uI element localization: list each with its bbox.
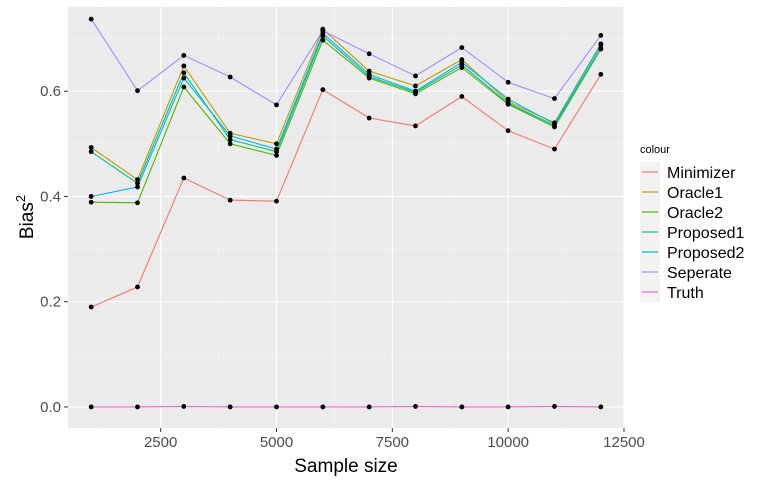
legend-title: colour	[640, 144, 670, 156]
data-point-minimizer	[274, 198, 279, 204]
data-point-oracle2	[320, 37, 326, 43]
data-point-seperate	[413, 73, 418, 79]
data-point-truth	[135, 404, 140, 410]
data-point-seperate	[320, 28, 326, 34]
data-point-minimizer	[227, 197, 233, 203]
data-point-truth	[459, 404, 465, 410]
x-tick-label: 7500	[376, 434, 409, 451]
y-tick-label: 0.0	[40, 399, 61, 416]
data-point-truth	[88, 404, 94, 410]
data-point-seperate	[505, 79, 511, 85]
data-point-proposed2	[88, 194, 94, 199]
x-axis-title: Sample size	[294, 456, 398, 477]
data-point-seperate	[366, 51, 372, 57]
data-point-oracle1	[135, 177, 140, 183]
data-point-proposed1	[227, 137, 233, 143]
series-line-proposed2	[91, 32, 602, 198]
data-point-minimizer	[181, 175, 187, 181]
data-point-oracle1	[181, 63, 187, 69]
data-point-minimizer	[598, 71, 604, 77]
data-point-oracle2	[227, 141, 233, 147]
data-point-proposed2	[135, 184, 140, 190]
data-point-proposed2	[413, 88, 418, 94]
y-tick-label: 0.6	[40, 83, 61, 100]
data-point-truth	[413, 404, 418, 409]
data-point-proposed2	[505, 96, 511, 102]
data-point-minimizer	[413, 123, 418, 129]
data-point-oracle1	[88, 145, 94, 150]
y-axis-title: Bias2	[13, 195, 38, 239]
legend-label-truth: Truth	[667, 285, 704, 302]
y-tick-label: 0.4	[40, 188, 61, 205]
x-tick-label: 12500	[603, 434, 645, 451]
data-point-seperate	[135, 88, 140, 94]
data-point-truth	[227, 404, 233, 410]
data-point-proposed1	[181, 70, 187, 76]
data-point-proposed1	[88, 149, 94, 155]
y-axis-title-text: Bias	[17, 202, 38, 239]
data-point-minimizer	[135, 284, 140, 290]
x-tick-label: 5000	[260, 434, 293, 451]
data-point-oracle2	[135, 200, 140, 206]
data-point-minimizer	[505, 128, 511, 134]
data-point-proposed1	[135, 180, 140, 186]
legend-label-minimizer: Minimizer	[667, 165, 736, 182]
data-point-seperate	[552, 96, 557, 101]
legend: colour Minimizer Oracle1 Oracle2 Proposed1 P…	[640, 144, 744, 302]
data-point-proposed1	[505, 100, 511, 106]
data-point-minimizer	[459, 94, 465, 99]
data-point-truth	[505, 404, 511, 410]
series-line-oracle2	[91, 39, 602, 204]
series-lines	[90, 18, 602, 408]
data-point-truth	[320, 404, 326, 410]
data-point-proposed2	[181, 75, 187, 81]
series-line-oracle1	[90, 28, 602, 181]
y-axis: 0.0 0.2 0.4 0.6	[40, 83, 68, 416]
series-line-proposed1	[90, 34, 602, 185]
series-points	[88, 16, 604, 410]
data-point-proposed2	[598, 42, 604, 48]
series-line-minimizer	[90, 74, 602, 308]
data-point-proposed2	[227, 133, 233, 139]
data-point-minimizer	[366, 115, 372, 121]
y-tick-label: 0.2	[40, 294, 61, 311]
legend-label-oracle2: Oracle2	[667, 205, 723, 222]
y-axis-title-superscript: 2	[13, 195, 28, 202]
data-point-seperate	[227, 74, 233, 80]
data-point-minimizer	[88, 304, 94, 310]
data-point-oracle1	[274, 141, 279, 147]
data-point-minimizer	[552, 146, 557, 152]
data-point-truth	[181, 404, 187, 409]
data-point-proposed2	[459, 59, 465, 65]
data-point-oracle2	[274, 153, 279, 158]
data-point-proposed2	[552, 121, 557, 127]
data-point-truth	[274, 404, 279, 410]
x-tick-label: 10000	[487, 434, 529, 451]
data-point-truth	[552, 404, 557, 409]
data-point-proposed2	[274, 146, 279, 152]
data-point-seperate	[459, 45, 465, 50]
data-point-seperate	[598, 33, 604, 38]
data-point-oracle1	[413, 83, 418, 89]
panel-background	[68, 7, 624, 428]
x-tick-label: 2500	[144, 434, 177, 451]
x-axis: 2500 5000 7500 10000 12500	[144, 428, 645, 451]
data-point-proposed2	[366, 71, 372, 77]
data-point-oracle2	[88, 199, 94, 205]
data-point-minimizer	[320, 87, 326, 93]
legend-label-proposed1: Proposed1	[667, 225, 744, 242]
data-point-seperate	[88, 16, 94, 22]
data-point-truth	[598, 404, 604, 410]
data-point-truth	[366, 404, 372, 410]
data-point-oracle2	[181, 84, 187, 90]
series-line-truth	[91, 405, 601, 408]
data-point-seperate	[181, 53, 187, 58]
data-point-seperate	[274, 102, 279, 108]
legend-label-oracle1: Oracle1	[667, 185, 723, 202]
series-line-seperate	[90, 18, 602, 106]
legend-label-seperate: Seperate	[667, 265, 732, 282]
legend-label-proposed2: Proposed2	[667, 245, 744, 262]
